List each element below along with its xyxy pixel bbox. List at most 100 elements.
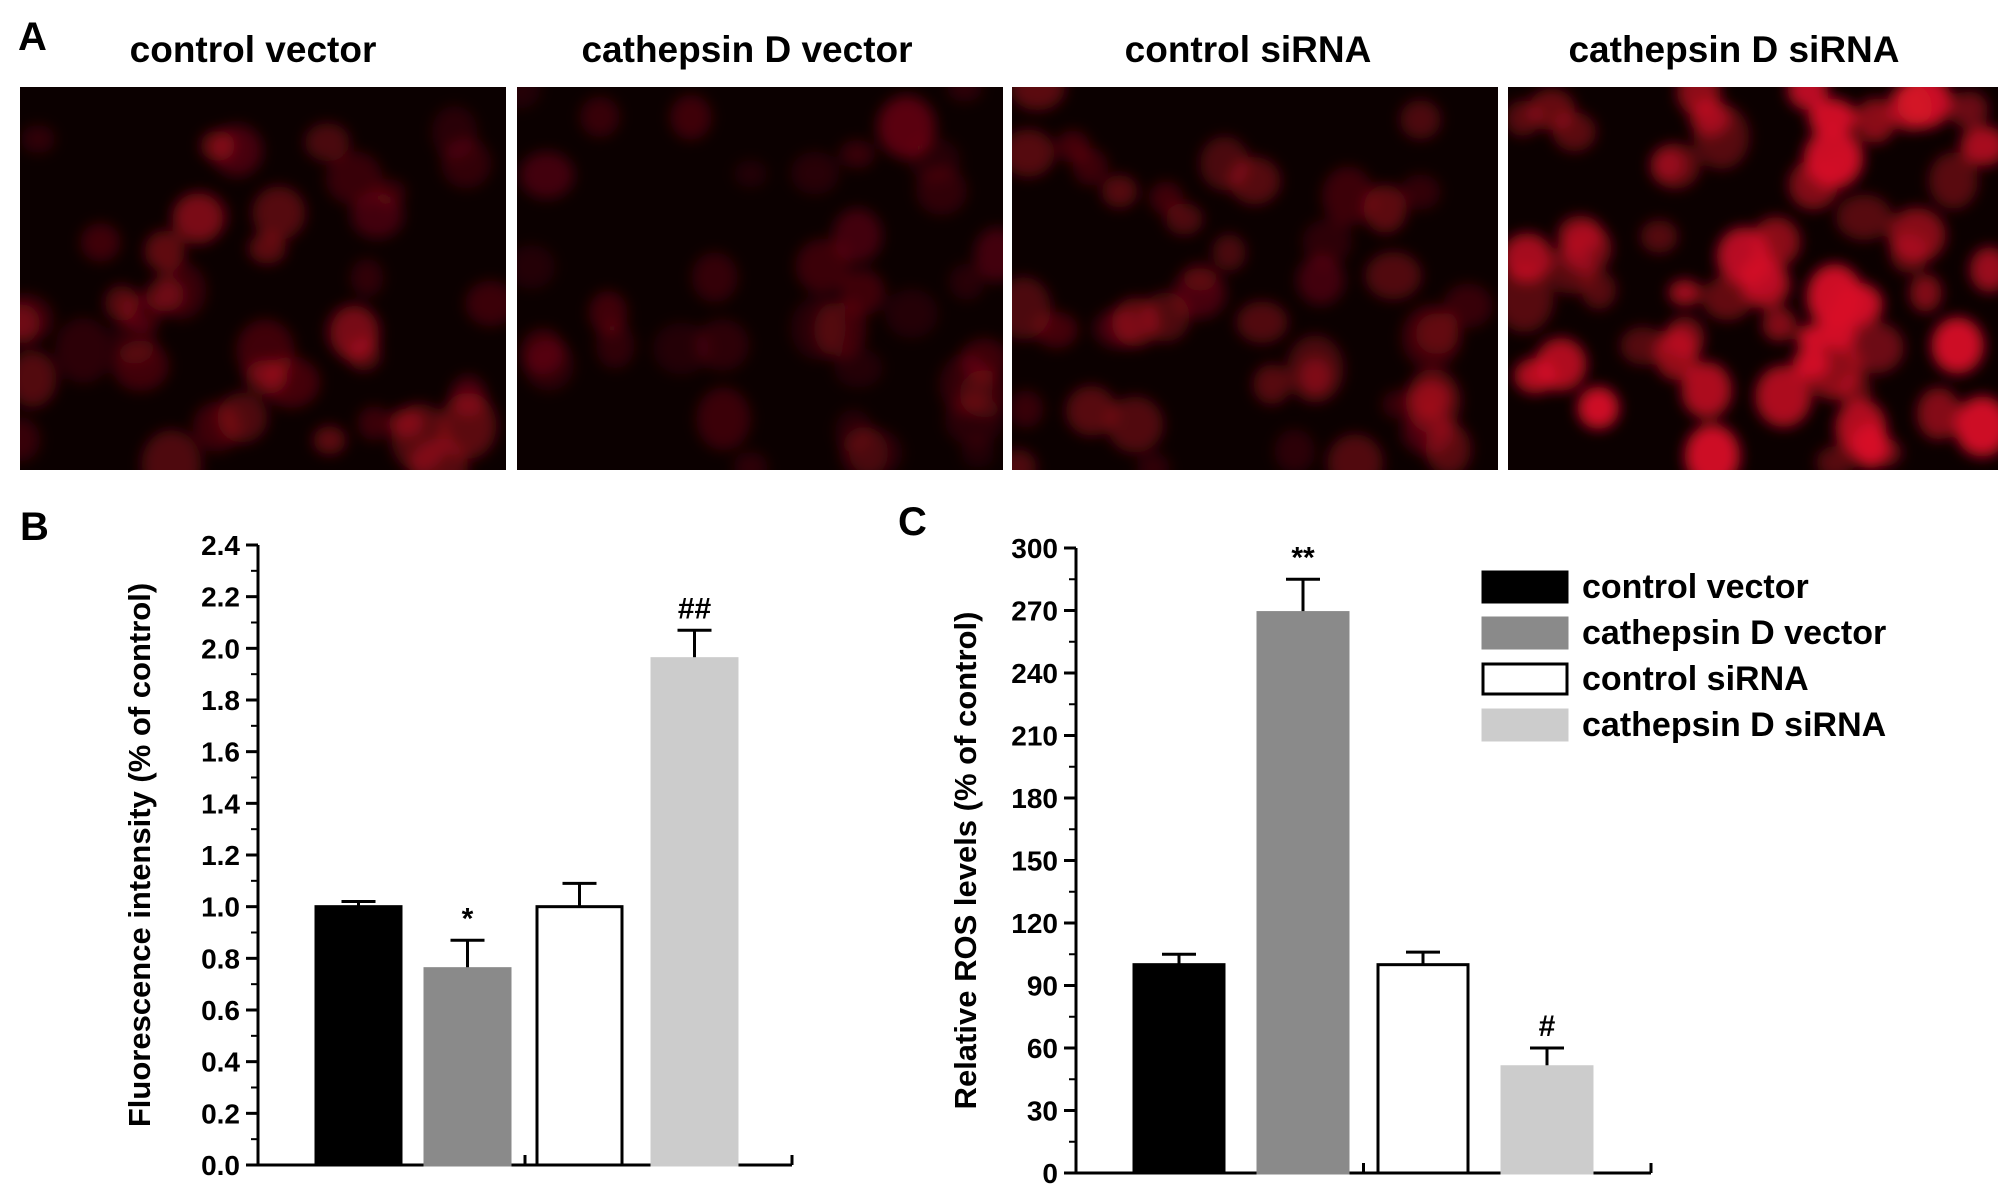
cell-nucleus: [946, 87, 983, 102]
bar-control-vector: [314, 905, 403, 1167]
micrograph-cathepsin-d-vector: [517, 87, 1003, 470]
bar-cathepsin-d-sirna: [650, 657, 739, 1167]
bar-control-vector: [1132, 963, 1226, 1175]
cell-nucleus: [1969, 247, 1998, 293]
cell-nucleus: [1236, 301, 1288, 344]
cell-nucleus: [1400, 174, 1441, 210]
cell-nucleus: [112, 315, 157, 364]
cell-nucleus: [733, 159, 768, 188]
legend-label-control-sirna: control siRNA: [1582, 660, 1809, 698]
cell-nucleus: [653, 322, 710, 375]
cell-nucleus: [733, 451, 768, 470]
bar-control-sirna: [535, 905, 624, 1167]
cell-nucleus: [1788, 159, 1838, 210]
cell-nucleus: [691, 252, 738, 303]
significance-label: #: [1539, 1010, 1556, 1043]
cell-nucleus: [351, 192, 404, 239]
cell-nucleus: [1557, 215, 1603, 254]
chart-b: 0.0 0.2 0.4 0.6 0.8 1.0 1.2 1.4 1.6 1.8 2.0 2.2 2.4 F…: [122, 530, 794, 1181]
y-tick-label: 270: [1011, 596, 1058, 627]
y-tick-label: 30: [1027, 1096, 1058, 1127]
panel-c: C 0 30 60 90 120 150 180 210 240 270 300 Relative R…: [898, 500, 1886, 1189]
cell-nucleus: [1650, 143, 1700, 189]
cell-nucleus: [350, 258, 384, 297]
y-tick-label: 180: [1011, 783, 1058, 814]
cell-nucleus: [193, 401, 241, 452]
panel-a-letter: A: [18, 15, 47, 59]
cell-nucleus: [1141, 292, 1190, 342]
cell-nucleus: [1302, 219, 1352, 265]
cell-nucleus: [840, 269, 885, 316]
y-tick-label: 1.0: [201, 892, 240, 923]
cell-nucleus: [1855, 98, 1896, 143]
cell-nucleus: [1668, 279, 1702, 306]
cell-nucleus: [974, 227, 1003, 282]
cell-nucleus: [391, 403, 449, 470]
panel-c-letter: C: [898, 500, 927, 544]
cell-nucleus: [1363, 184, 1407, 234]
image-title-control-vector: control vector: [130, 29, 377, 70]
cell-nucleus: [441, 138, 492, 189]
cell-nucleus: [1620, 326, 1666, 365]
panel-b-letter: B: [20, 505, 49, 549]
cell-nucleus: [1425, 422, 1471, 470]
cell-nucleus: [1136, 452, 1170, 470]
cell-nucleus: [1327, 434, 1383, 470]
cell-nucleus: [795, 238, 851, 294]
cell-nucleus: [1094, 308, 1142, 348]
cell-nucleus: [1322, 166, 1374, 227]
cell-nucleus: [696, 387, 751, 451]
cell-nucleus: [141, 430, 202, 470]
cell-nucleus: [304, 123, 350, 162]
significance-label: ##: [678, 592, 712, 625]
cell-nucleus: [1012, 87, 1066, 111]
cell-nucleus: [944, 394, 1003, 446]
cell-nucleus: [1677, 87, 1721, 116]
y-tick-label: 2.2: [201, 582, 240, 613]
cell-nucleus: [1365, 251, 1422, 300]
cell-nucleus: [1508, 100, 1540, 137]
cell-nucleus: [1684, 424, 1740, 470]
cell-nucleus: [840, 426, 889, 470]
cell-nucleus: [670, 94, 712, 140]
y-tick-label: 60: [1027, 1033, 1058, 1064]
cell-nucleus: [1212, 234, 1246, 272]
cell-nucleus: [1034, 311, 1079, 349]
y-tick-label: 120: [1011, 908, 1058, 939]
cell-nucleus: [839, 139, 875, 169]
legend-label-control-vector: control vector: [1582, 568, 1809, 606]
y-tick-label: 2.0: [201, 633, 240, 664]
cell-nucleus: [172, 193, 223, 245]
cell-nucleus: [1443, 283, 1493, 328]
cell-nucleus: [325, 151, 383, 206]
cell-nucleus: [1274, 429, 1315, 470]
cell-nucleus: [1012, 129, 1055, 177]
cell-nucleus: [1297, 255, 1345, 305]
image-title-control-sirna: control siRNA: [1125, 29, 1372, 70]
y-tick-label: 1.8: [201, 685, 240, 716]
significance-label: *: [462, 902, 474, 935]
y-tick-label: 0: [1042, 1158, 1058, 1189]
cell-nucleus: [1806, 338, 1862, 400]
y-tick-label: 240: [1011, 658, 1058, 689]
cell-nucleus: [1535, 338, 1587, 391]
panel-b: B 0.0 0.2 0.4 0.6 0.8 1.0 1.2 1.4 1.6 1.8 2.0 2.2 2.…: [20, 505, 794, 1181]
legend-swatch-control-vector: [1481, 570, 1569, 604]
cell-nucleus: [523, 339, 574, 391]
cell-nucleus: [790, 296, 846, 360]
cell-nucleus: [104, 285, 139, 322]
cell-nucleus: [695, 319, 750, 371]
cell-nucleus: [1106, 396, 1164, 453]
cell-nucleus: [1929, 152, 1978, 209]
cell-nucleus: [1552, 112, 1597, 152]
cell-nucleus: [1056, 130, 1090, 163]
cell-nucleus: [885, 288, 939, 339]
y-tick-label: 0.6: [201, 995, 240, 1026]
cell-nucleus: [55, 317, 112, 384]
y-tick-label: 1.6: [201, 737, 240, 768]
micrograph-cathepsin-d-sirna: [1508, 87, 1998, 470]
cell-nucleus: [357, 406, 392, 441]
cell-nucleus: [1401, 304, 1462, 370]
y-axis-label: Relative ROS levels (% of control): [948, 612, 983, 1110]
cell-nucleus: [1917, 387, 1961, 440]
